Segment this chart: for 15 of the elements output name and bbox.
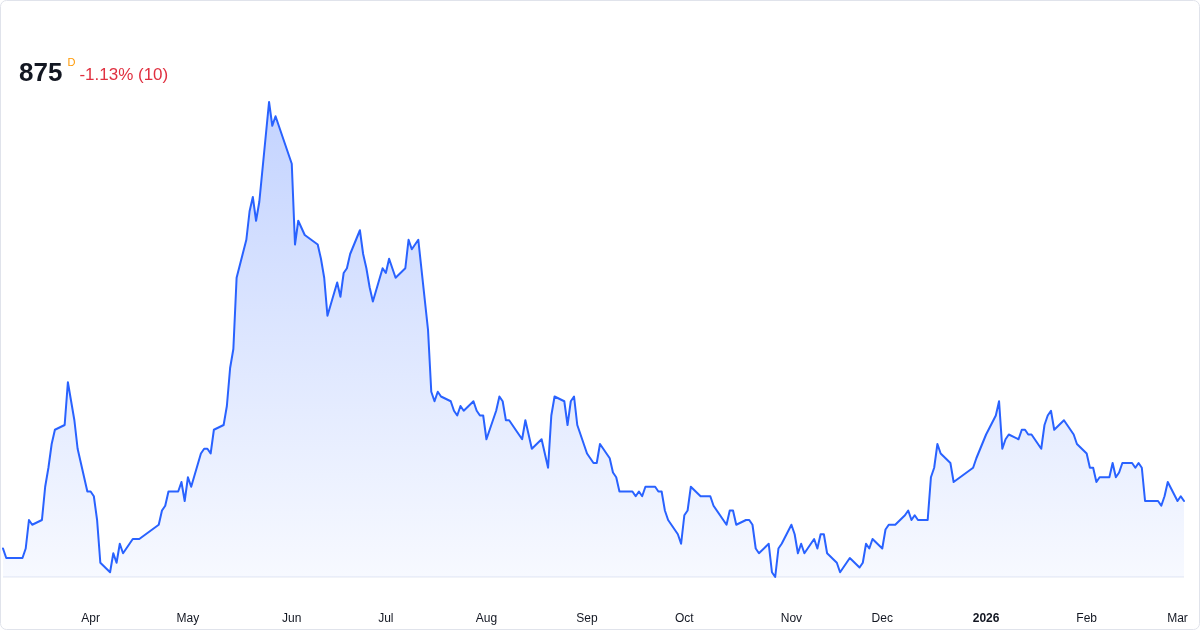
- chart-title: 875: [19, 57, 63, 87]
- x-tick-label: Aug: [475, 611, 498, 625]
- x-tick-label: May: [176, 611, 200, 625]
- x-tick-label: Nov: [780, 611, 803, 625]
- text: D: [67, 56, 76, 68]
- x-tick-label: Feb: [1076, 611, 1098, 625]
- x-tick-label: Jun: [282, 611, 302, 625]
- x-tick-label: Apr: [81, 611, 100, 625]
- x-tick-label: 2026: [972, 611, 1000, 625]
- chart-subtitle: -1.13% (10): [79, 65, 169, 84]
- x-tick-label: Mar: [1167, 611, 1188, 625]
- x-tick-label: Oct: [675, 611, 695, 625]
- x-tick-label: Jul: [378, 611, 394, 625]
- x-tick-label: Sep: [576, 611, 599, 625]
- x-tick-label: Dec: [871, 611, 893, 625]
